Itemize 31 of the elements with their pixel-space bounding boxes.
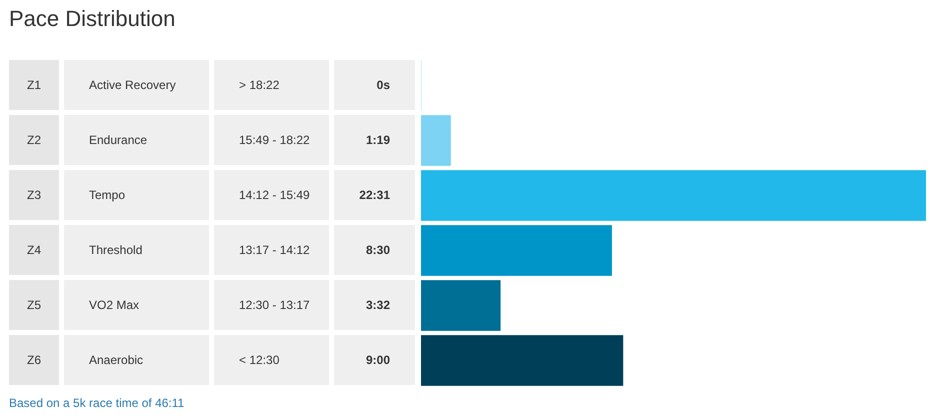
- y-tick-label: Z4: [9, 225, 59, 275]
- bar: [421, 114, 451, 166]
- y-tick-label: Z3: [9, 170, 59, 220]
- data-label: 8:30: [334, 225, 415, 275]
- data-label: 9:00: [334, 335, 415, 385]
- text: Based on a 5k race time of 46:11: [9, 396, 184, 410]
- y-tick-label: Z5: [9, 280, 59, 330]
- data-label: 22:31: [334, 170, 415, 220]
- text: 12:30 - 13:17: [214, 280, 329, 330]
- text: 15:49 - 18:22: [214, 115, 329, 165]
- text: 14:12 - 15:49: [214, 170, 329, 220]
- text: > 18:22: [214, 60, 329, 110]
- y-tick-label: Z6: [9, 335, 59, 385]
- text: Pace Distribution: [9, 6, 176, 32]
- y-tick-label: Z2: [9, 115, 59, 165]
- bar: [421, 224, 612, 276]
- data-label: 3:32: [334, 280, 415, 330]
- text: Anaerobic: [64, 335, 209, 385]
- bar: [421, 280, 501, 330]
- data-label: 1:19: [334, 115, 415, 165]
- text: 13:17 - 14:12: [214, 225, 329, 275]
- bar: [421, 170, 926, 220]
- text: Active Recovery: [64, 60, 209, 110]
- bar: [421, 334, 624, 386]
- text: Endurance: [64, 115, 209, 165]
- text: Tempo: [64, 170, 209, 220]
- data-label: 0s: [334, 60, 415, 110]
- y-tick-label: Z1: [9, 60, 59, 110]
- text: < 12:30: [214, 335, 329, 385]
- text: VO2 Max: [64, 280, 209, 330]
- text: Threshold: [64, 225, 209, 275]
